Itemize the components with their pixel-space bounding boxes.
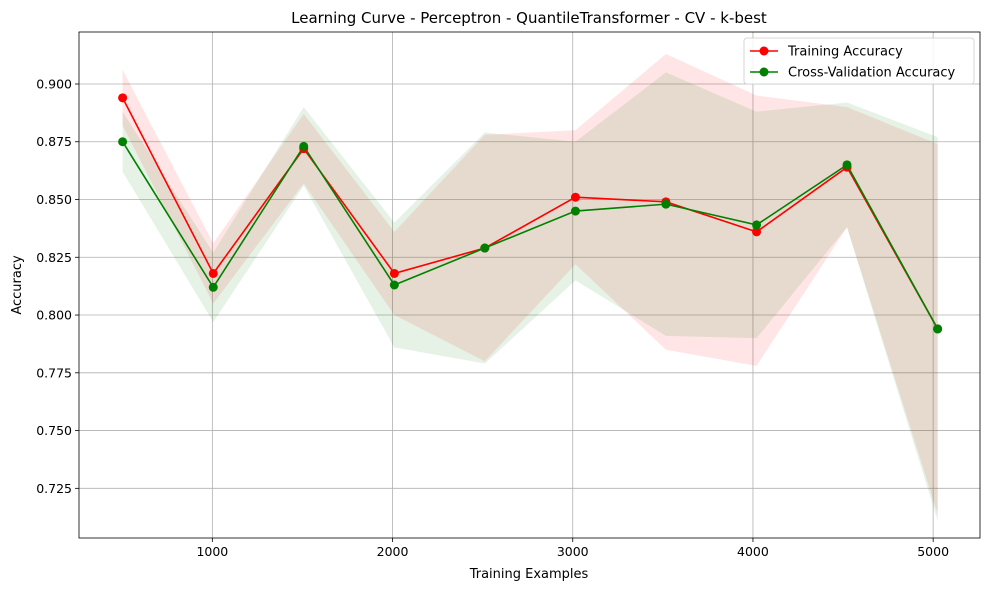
plot-area <box>78 31 981 539</box>
confidence-bands <box>122 53 938 521</box>
training-accuracy-band <box>122 53 938 514</box>
plot-frame <box>78 31 981 539</box>
training-accuracy-point <box>389 268 399 278</box>
cross-validation-accuracy-point <box>299 141 309 151</box>
cross-validation-accuracy-line <box>121 141 939 330</box>
cross-validation-accuracy-point <box>933 324 943 334</box>
y-tick-label: 0.875 <box>36 134 72 149</box>
cross-validation-accuracy-point <box>389 280 399 290</box>
y-tick-label: 0.850 <box>36 192 72 207</box>
legend-cross-validation-marker <box>759 67 769 77</box>
cross-validation-accuracy-point <box>752 220 762 230</box>
cross-validation-accuracy-point <box>661 199 671 209</box>
legend-training-marker <box>759 46 769 56</box>
cross-validation-accuracy-point <box>570 206 580 216</box>
training-accuracy-point <box>752 227 762 237</box>
y-tick-label: 0.775 <box>36 365 72 380</box>
x-tick-label: 1000 <box>196 544 228 559</box>
grid <box>79 32 980 538</box>
training-accuracy-point <box>118 93 128 103</box>
y-axis-ticks: 0.725 0.750 0.775 0.800 0.825 0.850 0.875 0.900 <box>36 76 79 496</box>
cross-validation-accuracy-band <box>122 72 938 521</box>
chart-title: Learning Curve - Perceptron - QuantileTr… <box>291 9 767 27</box>
legend-cross-validation-label: Cross-Validation Accuracy <box>788 66 956 81</box>
x-tick-label: 4000 <box>737 544 769 559</box>
y-axis-label: Accuracy <box>10 255 25 315</box>
y-tick-label: 0.750 <box>36 423 72 438</box>
y-tick-label: 0.825 <box>36 250 72 265</box>
cross-validation-accuracy-point <box>208 282 218 292</box>
series-points <box>118 93 943 334</box>
y-tick-label: 0.725 <box>36 481 72 496</box>
training-accuracy-line <box>121 97 939 330</box>
legend-frame <box>743 37 975 85</box>
plot-background <box>79 32 980 538</box>
cross-validation-accuracy-point <box>118 137 128 147</box>
training-accuracy-point <box>570 192 580 202</box>
cross-validation-accuracy-point <box>842 160 852 170</box>
x-axis-ticks: 1000 2000 3000 4000 5000 <box>196 538 949 559</box>
legend: Training Accuracy Cross-Validation Accura… <box>743 37 975 85</box>
legend-training-label: Training Accuracy <box>787 45 903 60</box>
series-lines <box>121 97 939 330</box>
x-axis-label: Training Examples <box>469 567 589 582</box>
y-tick-label: 0.800 <box>36 308 72 323</box>
y-tick-label: 0.900 <box>36 76 72 91</box>
x-tick-label: 5000 <box>917 544 949 559</box>
cross-validation-accuracy-point <box>480 243 490 253</box>
training-accuracy-point <box>208 268 218 278</box>
x-tick-label: 3000 <box>557 544 589 559</box>
x-tick-label: 2000 <box>377 544 409 559</box>
